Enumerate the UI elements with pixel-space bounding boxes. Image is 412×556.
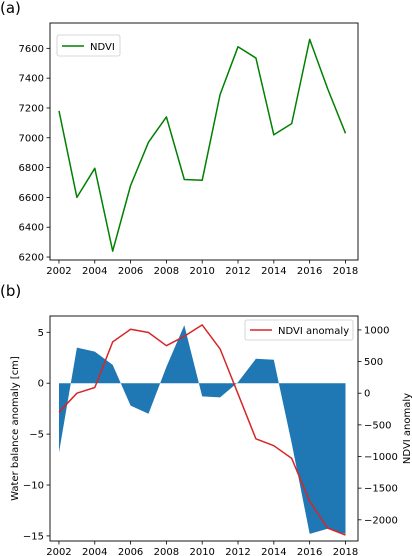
y-tick-label: 7400 [19,74,44,85]
panel-b-frame [49,315,359,542]
panel-a-frame [49,22,359,261]
right-y-tick-label: −2000 [364,515,398,526]
y-tick-label: 7000 [19,133,44,144]
panel-b-ndvi-anomaly-series [58,324,346,536]
right-y-tick-label: 500 [364,357,383,368]
x-tick-label: 2002 [46,266,71,277]
x-tick-label: 2006 [118,266,143,277]
panel-b-legend-label: NDVI anomaly [278,326,349,337]
panel-b-left-y-ticks: −15 −10 −5 0 5 [23,328,50,542]
left-y-tick-label: −15 [23,531,44,542]
right-y-tick-label: −1000 [364,452,398,463]
y-tick-label: 7200 [19,103,44,114]
y-tick-label: 6600 [19,193,44,204]
left-y-tick-label: 5 [38,328,44,339]
x-tick-label: 2002 [46,547,71,556]
left-y-tick-label: 0 [38,379,44,390]
x-tick-label: 2012 [225,266,250,277]
panel-a-legend: NDVI [56,34,121,57]
panel-b-legend: NDVI anomaly [244,319,354,341]
panel-a-x-ticks: 2002 2004 2006 2008 2010 2012 2014 2016 2018 [46,260,358,277]
x-tick-label: 2008 [154,547,179,556]
right-y-tick-label: 0 [364,389,370,400]
ndvi-anomaly-line [58,324,346,536]
panel-b-x-ticks: 2002 2004 2006 2008 2010 2012 2014 2016 2018 [46,541,358,556]
x-tick-label: 2016 [297,266,322,277]
x-tick-label: 2014 [261,547,286,556]
panel-a-legend-box [56,34,121,57]
y-tick-label: 6400 [19,223,44,234]
x-tick-label: 2012 [225,547,250,556]
left-y-tick-label: −10 [23,481,44,492]
x-tick-label: 2016 [297,547,322,556]
panel-b-label: (b) [0,282,21,300]
panel-a-y-ticks: 6200 6400 6600 6800 7000 7200 7400 7600 [19,44,50,264]
x-tick-label: 2018 [333,547,358,556]
x-tick-label: 2010 [189,266,214,277]
panel-a-series [58,38,347,252]
right-y-tick-label: −1500 [364,484,398,495]
panel-a-label: (a) [0,0,21,17]
panel-b-right-axis-label: NDVI anomaly [402,393,412,464]
x-tick-label: 2004 [82,266,107,277]
panel-b-legend-box [244,319,354,341]
panel-a-chart: (a) 2002 2004 2006 2008 2010 2012 2014 2016 2018… [0,0,359,277]
right-y-tick-label: −500 [364,420,391,431]
right-y-tick-label: 1000 [364,325,389,336]
panel-b-chart: (b) 2002 2004 2006 2008 2010 2012 2014 2016 2018… [0,282,412,556]
panel-b-right-y-ticks: −2000 −1500 −1000 −500 0 500 1000 [358,325,398,526]
x-tick-label: 2010 [189,547,214,556]
panel-a-legend-label: NDVI [90,42,115,53]
x-tick-label: 2004 [82,547,107,556]
x-tick-label: 2006 [118,547,143,556]
ndvi-series-line [58,38,347,252]
water-balance-area [59,325,346,534]
y-tick-label: 6800 [19,163,44,174]
panel-b-water-balance-fill [59,325,346,534]
panel-b-left-axis-label: Water balance anomaly [cm] [10,356,21,501]
y-tick-label: 7600 [19,44,44,55]
y-tick-label: 6200 [19,253,44,264]
x-tick-label: 2014 [261,266,286,277]
left-y-tick-label: −5 [29,430,44,441]
x-tick-label: 2008 [154,266,179,277]
x-tick-label: 2018 [333,266,358,277]
